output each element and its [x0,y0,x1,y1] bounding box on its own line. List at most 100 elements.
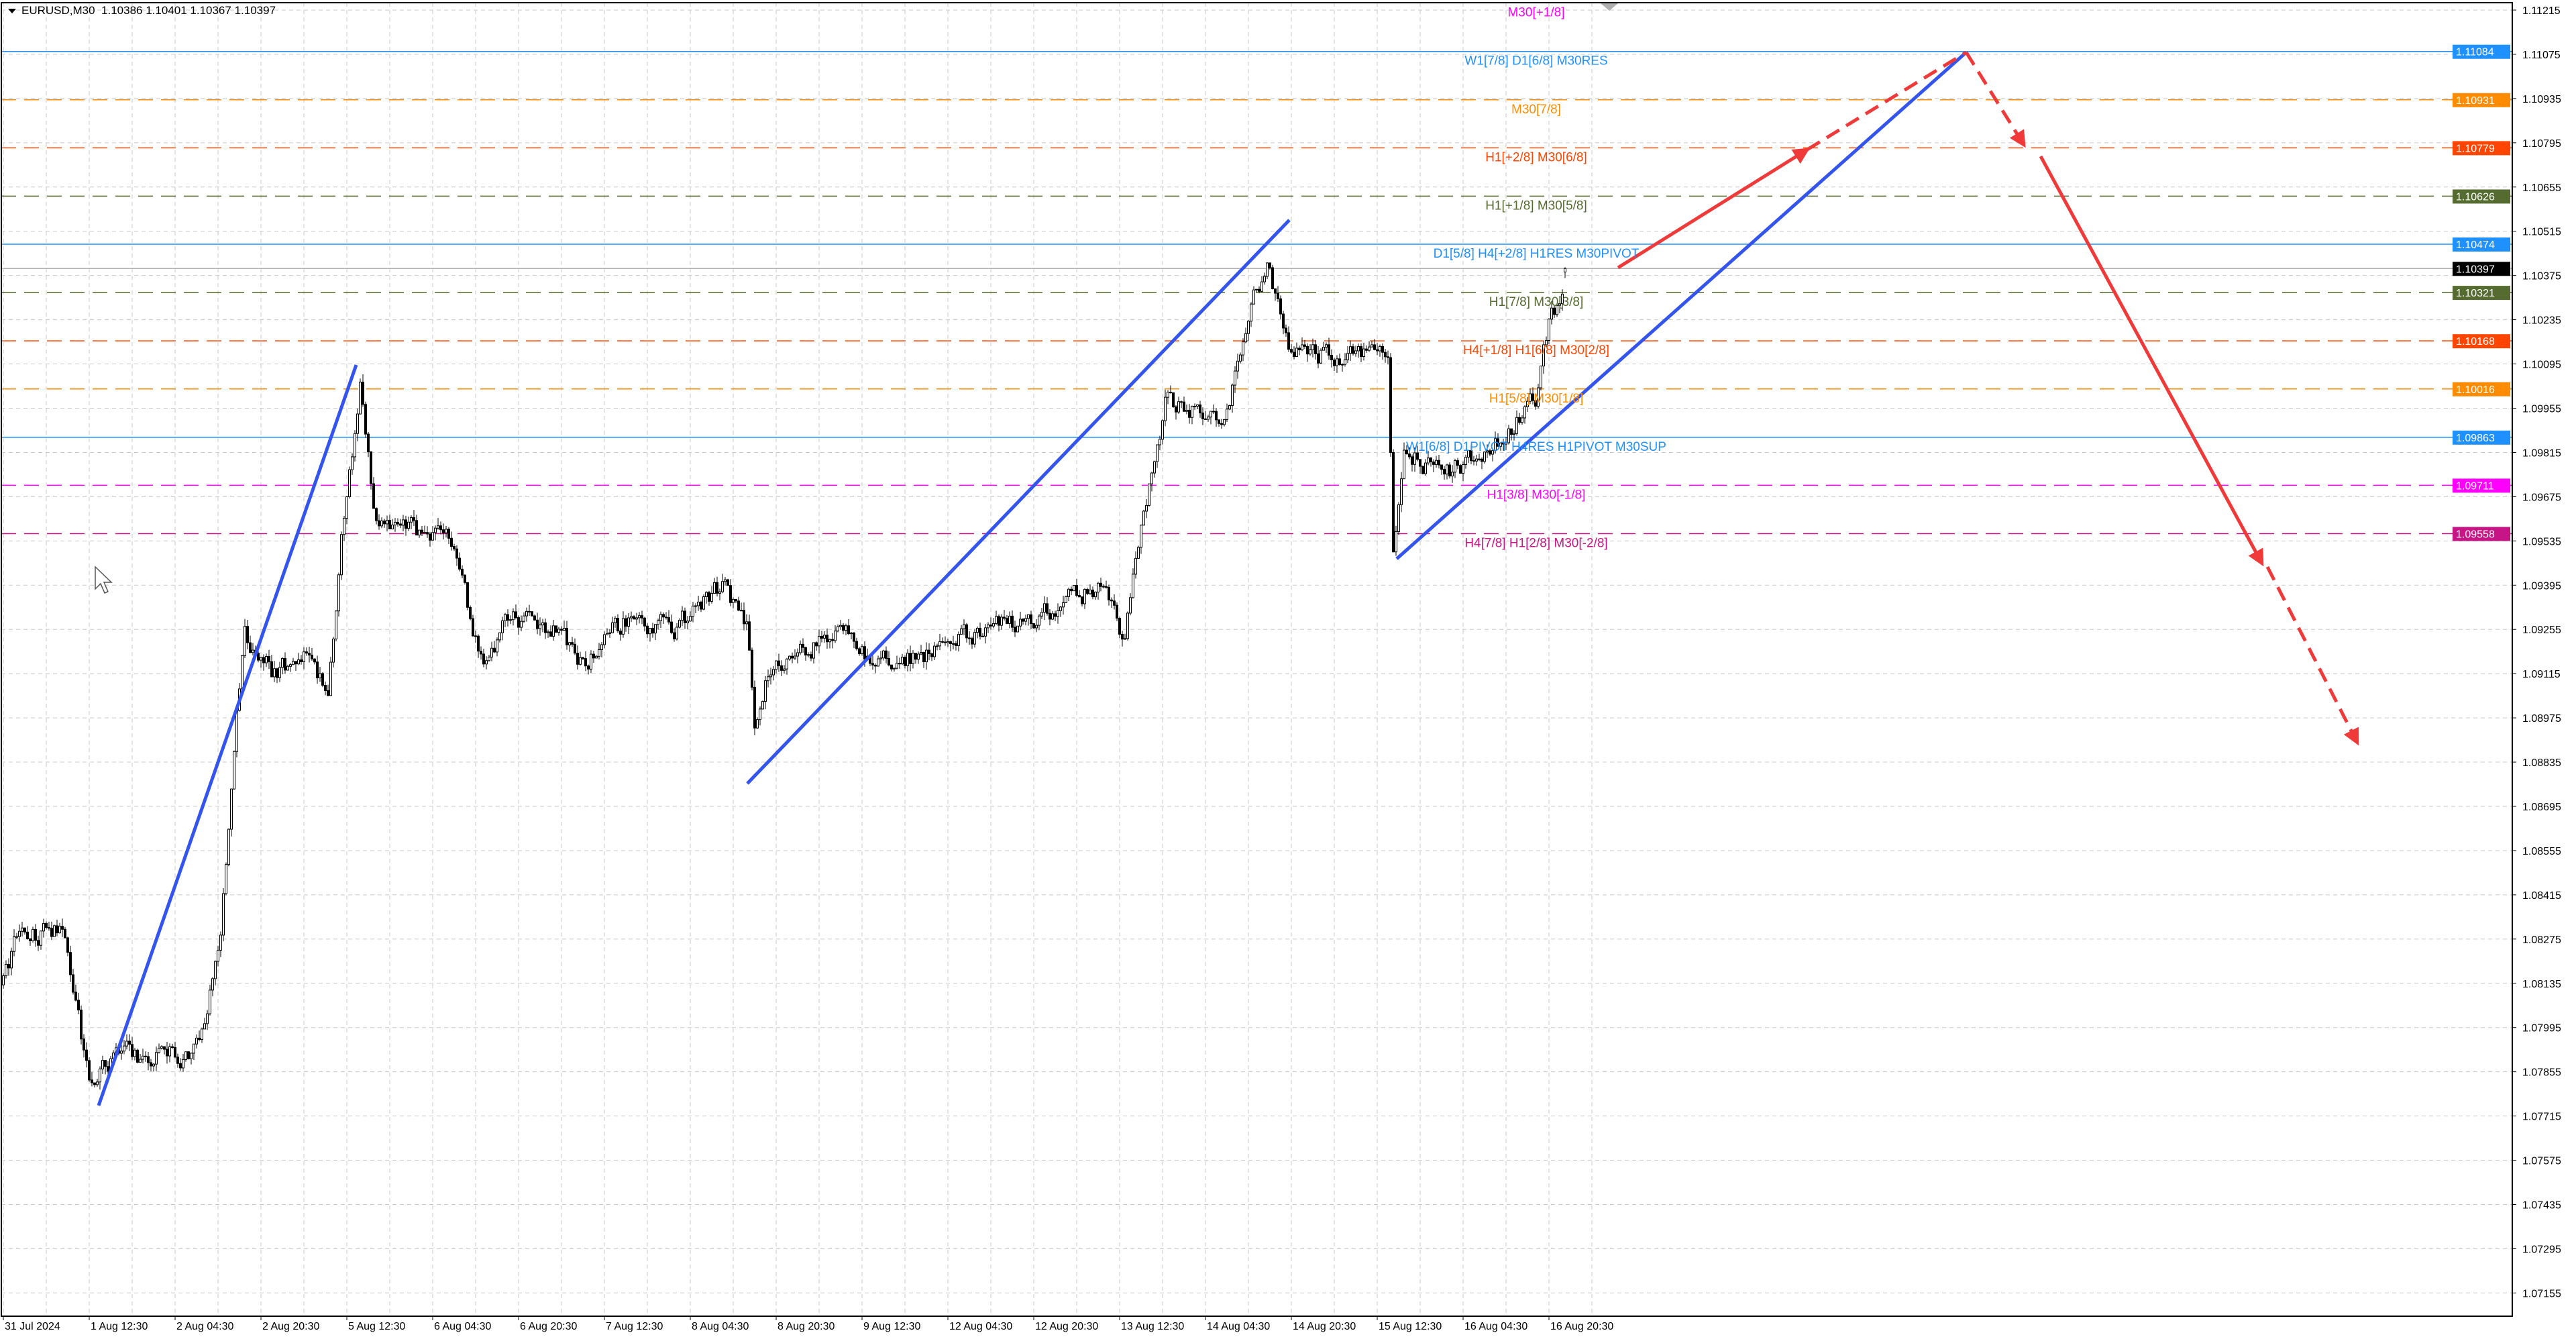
candle [1252,289,1255,305]
level-label: W1[6/8] D1PIVOT H4RES H1PIVOT M30SUP [1406,440,1666,454]
trendline-2[interactable] [746,219,1291,785]
candle [735,598,737,602]
candle [1478,458,1481,460]
dropdown-triangle-icon[interactable] [8,9,16,14]
price-tick-label: 1.08835 [2522,757,2561,769]
candle [1207,417,1210,420]
candle [142,1055,144,1060]
candle [627,617,630,627]
candle [230,788,233,830]
candle [1298,347,1301,351]
time-tick-label: 6 Aug 04:30 [434,1321,492,1332]
forecast-dashed-down-1[interactable] [1964,51,2026,148]
candle [1011,615,1014,628]
candle [337,574,340,612]
candle [1035,625,1038,629]
candle [1373,344,1376,350]
candle [1311,344,1314,351]
price-tick-label: 1.09675 [2522,492,2561,503]
candle [708,592,710,602]
candle [174,1047,176,1058]
candle [493,647,496,653]
candle [281,658,284,668]
candle [1062,602,1065,608]
candle [50,928,53,937]
candle [227,828,230,865]
candle [13,936,15,952]
level-label: D1[5/8] H4[+2/8] H1RES M30PIVOT [1434,247,1640,261]
forecast-arrow-down[interactable] [2039,155,2264,567]
candle [598,649,600,657]
candle [343,517,345,535]
forecast-arrow-up[interactable] [1617,148,1811,270]
price-tick-label: 1.07575 [2522,1156,2561,1167]
candle [1408,453,1411,458]
candle [1043,603,1046,613]
candle [796,652,799,657]
price-axis[interactable]: 1.11215 1.11075 1.10935 1.10795 1.10655 1.105… [2512,5,2561,1299]
candle [209,989,211,1014]
candle [595,655,598,659]
candle [380,521,383,527]
candle [1545,340,1548,345]
time-axis[interactable]: 31 Jul 2024 1 Aug 12:30 2 Aug 04:30 2 Aug 2… [3,1316,1613,1332]
candle [955,643,957,646]
candle [222,893,225,936]
candle [863,646,866,660]
candle [80,1010,83,1040]
price-tick-label: 1.07855 [2522,1067,2561,1079]
candle [901,657,904,665]
candle [362,382,364,405]
candle [643,617,646,627]
candle [305,651,308,654]
candle [780,665,783,671]
candle [1067,588,1070,597]
candle [88,1060,91,1081]
price-tick-label: 1.10235 [2522,315,2561,327]
trendline-3[interactable] [1395,51,1968,560]
candle [928,649,930,655]
candle [853,633,855,642]
candle [1150,472,1153,484]
candle [1293,352,1295,357]
candle [557,629,560,633]
candle [270,661,273,678]
candle [262,657,265,663]
candle [1201,413,1204,419]
candle [85,1049,88,1061]
candle [128,1040,131,1045]
trendline-1[interactable] [97,364,358,1106]
candle [447,529,450,539]
candle [101,1060,104,1070]
candle [662,614,665,618]
forecast-dashed-up[interactable] [1806,50,1968,152]
level-lines [1,50,2512,535]
candle [1161,420,1164,440]
candle [1108,587,1110,600]
level-label: W1[7/8] D1[6/8] M30RES [1464,54,1607,68]
candle [987,625,989,629]
forecast-dashed-down-2[interactable] [2265,566,2359,746]
price-level-box-label: 1.10168 [2456,336,2495,347]
candle [815,642,818,647]
drawings[interactable] [97,50,2359,1106]
candle [1513,433,1515,435]
candle [244,626,246,656]
candle [549,631,552,637]
candle [547,631,549,633]
candle [1424,462,1427,474]
candle [1290,349,1293,353]
candle [721,581,724,592]
candle [625,618,627,627]
candle [568,642,571,645]
candle [1282,313,1285,329]
candle [579,657,582,665]
candle [520,621,523,628]
chart-shift-marker-icon[interactable] [1601,3,1618,11]
candle [455,548,458,559]
candle [622,618,625,635]
candle [845,625,847,631]
candle [155,1052,158,1065]
